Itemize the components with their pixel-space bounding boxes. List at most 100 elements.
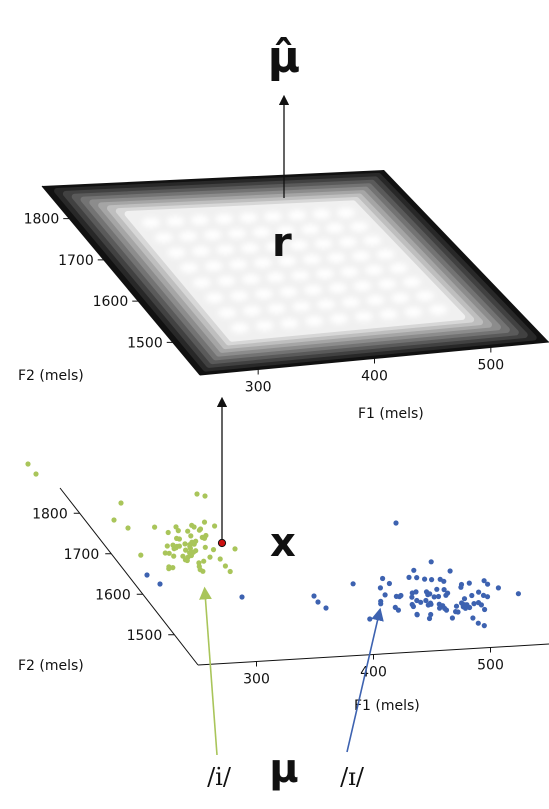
token-ih — [461, 596, 468, 602]
token-ih — [495, 585, 501, 591]
token-i — [202, 493, 208, 499]
surface-bump — [312, 209, 331, 220]
surface-bump — [354, 311, 373, 322]
surface-bump — [336, 207, 355, 218]
token-ih — [437, 605, 443, 611]
token-i — [207, 554, 213, 560]
surface-bump — [166, 216, 185, 227]
token-ih — [455, 609, 461, 615]
token-ih — [350, 581, 356, 587]
token-ih — [481, 623, 487, 629]
token-i — [189, 522, 195, 528]
surface-bump — [230, 322, 249, 333]
token-ih — [462, 602, 468, 608]
surface-bump — [325, 223, 344, 234]
token-ih — [442, 605, 448, 612]
tick-label: 1800 — [32, 506, 68, 522]
surface-bump — [190, 215, 209, 226]
token-ih — [434, 586, 440, 592]
surface-bump — [338, 237, 357, 248]
label-ih: /ɪ/ — [340, 763, 365, 791]
token-i — [210, 547, 217, 553]
token-i — [202, 544, 208, 550]
token-ih — [481, 578, 487, 584]
token-i — [162, 550, 168, 556]
token-ih — [445, 590, 451, 596]
token-ih — [414, 612, 420, 618]
surface-bump — [341, 297, 360, 308]
token-ih — [323, 605, 329, 611]
token-ih — [449, 615, 455, 621]
token-i — [227, 568, 233, 575]
token-ih — [411, 567, 417, 573]
token-ih — [239, 594, 245, 600]
tick-label: 400 — [361, 369, 388, 385]
token-ih — [447, 568, 453, 574]
token-ih — [441, 587, 447, 593]
surface-bump — [389, 263, 408, 274]
token-ih — [478, 602, 484, 608]
token-ih — [515, 591, 522, 597]
surface-bump — [230, 290, 249, 301]
token-i — [184, 557, 190, 564]
tick-label: 1800 — [24, 212, 60, 228]
surface-bump — [229, 259, 248, 270]
token-i — [196, 563, 202, 570]
token-ih — [144, 572, 150, 578]
token-ih — [380, 575, 386, 582]
token-i — [201, 519, 208, 525]
surface-bump — [391, 292, 410, 303]
token-ih — [428, 611, 434, 618]
token-i — [171, 553, 177, 559]
surface-bump — [365, 265, 384, 276]
surface-bump — [180, 262, 199, 273]
token-i — [212, 523, 218, 529]
token-i — [125, 525, 131, 531]
token-i — [201, 535, 208, 541]
tick-label: 1500 — [127, 628, 163, 644]
surface-bump — [305, 316, 324, 327]
surface-bump — [239, 212, 258, 223]
surface-bump — [279, 286, 298, 297]
tick-label: 500 — [477, 358, 504, 374]
surface-bump — [291, 270, 310, 281]
surface-bump — [192, 277, 211, 288]
token-i — [175, 528, 181, 534]
token-ih — [427, 591, 433, 597]
token-ih — [453, 603, 460, 609]
token-ih — [441, 578, 447, 584]
token-ih — [458, 584, 464, 590]
surface-bump — [278, 256, 297, 267]
token-i — [188, 533, 194, 539]
stimulus-point — [217, 538, 227, 548]
token-i — [170, 565, 176, 571]
surface-bump — [267, 303, 286, 314]
tick-label: 1500 — [127, 335, 163, 351]
token-i — [187, 545, 193, 552]
surface-bump — [218, 307, 237, 318]
label-i: /i/ — [207, 763, 232, 791]
token-ih — [382, 592, 388, 598]
token-ih — [431, 594, 437, 600]
surface-bump — [328, 282, 347, 293]
token-ih — [418, 599, 424, 605]
surface-bump — [301, 224, 320, 235]
surface-bump — [205, 292, 224, 303]
arrow-i-category — [199, 586, 218, 756]
surface-bump — [304, 284, 323, 295]
token-ih — [427, 600, 434, 606]
token-ih — [315, 599, 321, 605]
tick-label: 300 — [243, 672, 270, 688]
bottom-ylabel: F2 (mels) — [18, 658, 84, 674]
tick-label: 1700 — [64, 547, 100, 563]
bottom-y-axis — [59, 487, 199, 666]
surface-bump — [315, 268, 334, 279]
token-ih — [429, 577, 435, 583]
surface-bump — [263, 211, 282, 222]
surface-bump — [154, 232, 173, 243]
surface-bump — [142, 217, 161, 228]
surface-bump — [340, 266, 359, 277]
surface-bump — [292, 301, 311, 312]
surface-bump — [228, 228, 247, 239]
